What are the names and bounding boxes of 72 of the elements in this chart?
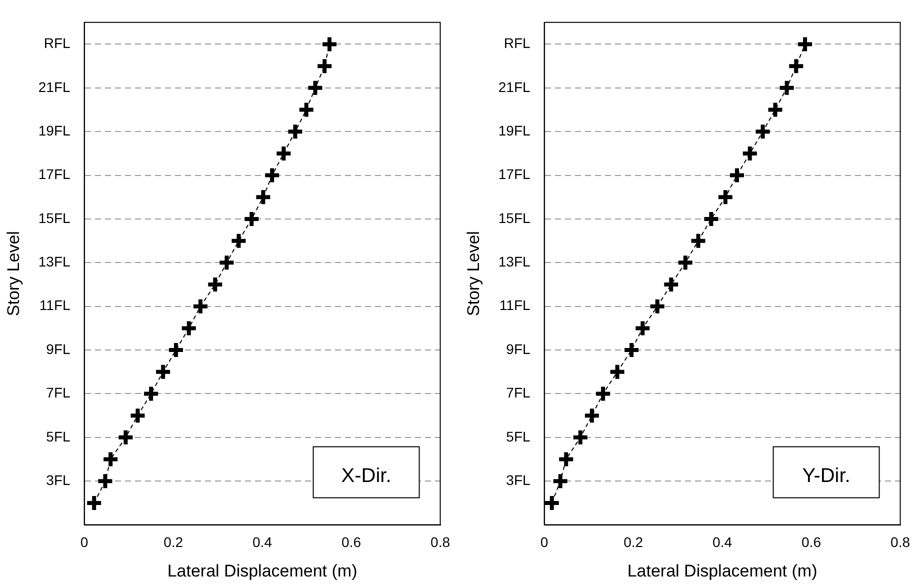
point [754, 122, 772, 141]
point [608, 362, 626, 381]
point [96, 472, 114, 490]
point [787, 57, 806, 76]
point [571, 428, 590, 446]
x-tick-label: 0 [80, 534, 88, 550]
y-tick-label: 9FL [506, 340, 531, 357]
x-axis-title: Lateral Displacement (m) [627, 561, 818, 580]
annotation: X-Dir. [341, 464, 392, 487]
y-tick-label: 5FL [506, 428, 531, 444]
y-tick-label: 11FL [499, 297, 531, 314]
point [180, 319, 198, 338]
x-tick-label: 0.2 [624, 534, 644, 550]
y-tick-label: 17FL [498, 166, 531, 182]
y-tick-label: 13FL [38, 254, 71, 270]
y-tick-label: 7FL [46, 384, 71, 401]
annotation: Y-Dir. [802, 464, 850, 487]
x-tick-label: 0.6 [342, 534, 362, 550]
point [716, 188, 734, 206]
point [142, 384, 160, 403]
point [582, 406, 601, 425]
y-tick-label: 21FL [38, 78, 71, 95]
x-axis-title: Lateral Displacement (m) [167, 561, 358, 580]
y-tick-label: 15FL [498, 210, 531, 226]
point [230, 232, 248, 250]
x-tick-label: 0.4 [712, 534, 732, 550]
point [316, 57, 334, 76]
point [766, 100, 784, 119]
y-tick-label: 21FL [498, 78, 531, 95]
point [102, 450, 120, 468]
point [551, 472, 570, 490]
point [634, 319, 652, 338]
point [128, 406, 147, 425]
point [306, 78, 324, 97]
point [728, 166, 746, 184]
point [689, 232, 708, 250]
point [286, 122, 304, 141]
x-tick-label: 0 [540, 534, 548, 550]
point [320, 35, 338, 54]
y-tick-label: 15FL [38, 210, 71, 226]
point [191, 297, 210, 316]
y-tick-label: 19FL [498, 122, 531, 138]
x-tick-label: 0.4 [252, 534, 272, 550]
x-tick-label: 0.2 [164, 534, 184, 550]
y-tick-label: 11FL [39, 297, 71, 314]
y-axis-title: Story Level [464, 231, 483, 316]
y-tick-label: 7FL [506, 384, 531, 401]
y-tick-label: 17FL [38, 166, 71, 182]
point [218, 254, 236, 272]
x-tick-label: 0.8 [890, 534, 910, 550]
y-tick-label: 5FL [46, 428, 71, 444]
point [557, 450, 576, 468]
x-tick-label: 0.6 [802, 534, 822, 550]
point [263, 166, 282, 184]
point [676, 254, 694, 272]
point [796, 35, 814, 54]
y-axis-title: Story Level [4, 231, 23, 316]
point [154, 362, 172, 381]
point [648, 297, 666, 316]
y-tick-label: 3FL [506, 472, 531, 488]
point [594, 384, 612, 403]
y-tick-label: RFL [504, 35, 531, 52]
point [778, 78, 796, 97]
y-tick-label: 13FL [498, 254, 531, 270]
y-tick-label: 9FL [46, 340, 71, 357]
point [116, 428, 135, 446]
y-tick-label: RFL [44, 35, 71, 52]
x-tick-label: 0.8 [430, 534, 450, 550]
point [254, 188, 272, 206]
y-tick-label: 3FL [46, 472, 71, 488]
point [297, 100, 316, 119]
y-tick-label: 19FL [38, 122, 71, 138]
